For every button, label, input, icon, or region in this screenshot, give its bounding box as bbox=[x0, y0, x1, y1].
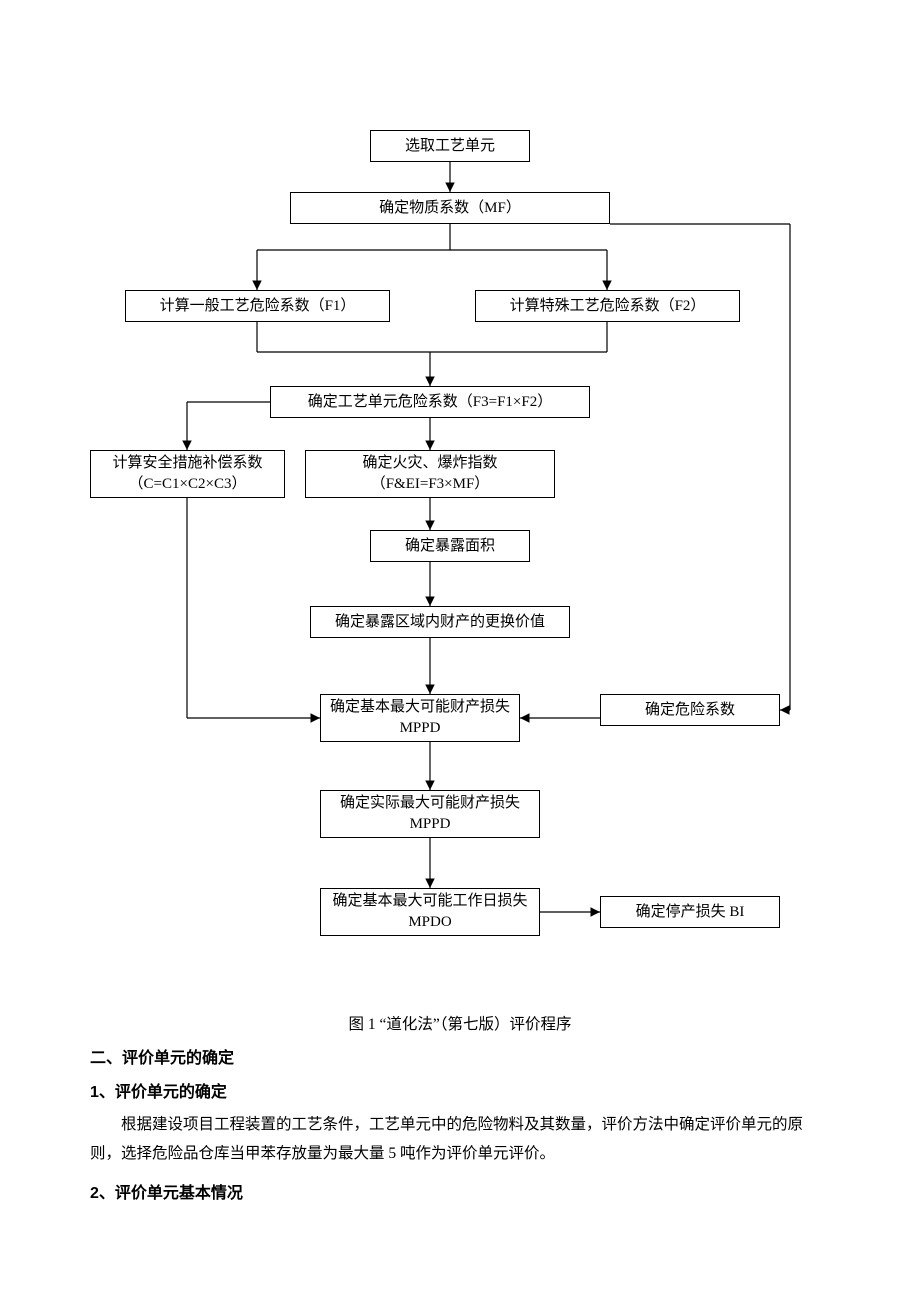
node-general-hazard-f1: 计算一般工艺危险系数（F1） bbox=[125, 290, 390, 322]
flowchart-arrows bbox=[90, 130, 830, 1010]
node-base-mppd: 确定基本最大可能财产损失 MPPD bbox=[320, 694, 520, 742]
node-replacement-value: 确定暴露区域内财产的更换价值 bbox=[310, 606, 570, 638]
node-mpdo: 确定基本最大可能工作日损失 MPDO bbox=[320, 888, 540, 936]
paragraph-unit-basis: 根据建设项目工程装置的工艺条件，工艺单元中的危险物料及其数量，评价方法中确定评价… bbox=[90, 1110, 830, 1169]
node-fei-index: 确定火灾、爆炸指数（F&EI=F3×MF） bbox=[305, 450, 555, 498]
figure-caption: 图 1 “道化法”（第七版）评价程序 bbox=[90, 1012, 830, 1034]
node-material-factor: 确定物质系数（MF） bbox=[290, 192, 610, 224]
node-hazard-factor: 确定危险系数 bbox=[600, 694, 780, 726]
heading-section-2: 二、评价单元的确定 bbox=[90, 1044, 830, 1068]
heading-2-2: 2、评价单元基本情况 bbox=[90, 1179, 830, 1203]
node-special-hazard-f2: 计算特殊工艺危险系数（F2） bbox=[475, 290, 740, 322]
node-actual-mppd: 确定实际最大可能财产损失 MPPD bbox=[320, 790, 540, 838]
node-exposure-area: 确定暴露面积 bbox=[370, 530, 530, 562]
node-bi: 确定停产损失 BI bbox=[600, 896, 780, 928]
node-select-unit: 选取工艺单元 bbox=[370, 130, 530, 162]
node-unit-hazard-f3: 确定工艺单元危险系数（F3=F1×F2） bbox=[270, 386, 590, 418]
flowchart: 选取工艺单元 确定物质系数（MF） 计算一般工艺危险系数（F1） 计算特殊工艺危… bbox=[90, 130, 830, 1010]
node-credit-factor-c: 计算安全措施补偿系数（C=C1×C2×C3） bbox=[90, 450, 285, 498]
heading-2-1: 1、评价单元的确定 bbox=[90, 1078, 830, 1102]
